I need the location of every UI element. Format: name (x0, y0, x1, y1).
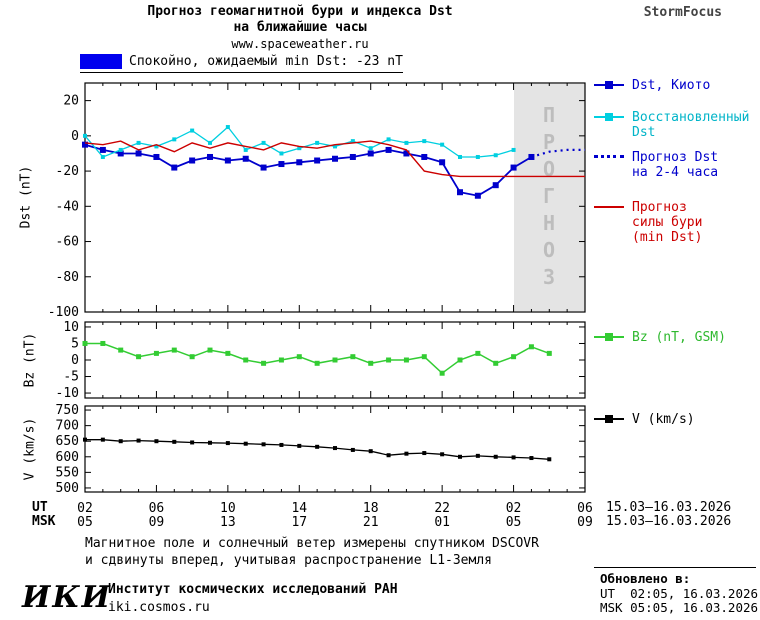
svg-text:-60: -60 (56, 235, 79, 250)
legend-dst-kyoto: Dst, Киото (594, 78, 710, 93)
date-range-msk: 15.03–16.03.2026 (606, 514, 732, 529)
v-axis-label: V (km/s) (22, 417, 38, 481)
legend-forecast-dst: Прогноз Dst на 2-4 часа (594, 150, 718, 180)
page-title-line2: на ближайшие часы (233, 20, 367, 35)
svg-text:10: 10 (220, 501, 236, 516)
svg-text:22: 22 (434, 501, 450, 516)
svg-text:10: 10 (63, 320, 79, 335)
svg-text:09: 09 (577, 515, 593, 530)
bz-chart-panel: 105 0 -5-10 (56, 320, 586, 401)
svg-text:18: 18 (363, 501, 379, 516)
dst-axis-label: Dst (nT) (18, 165, 34, 229)
svg-text:21: 21 (363, 515, 379, 530)
svg-text:550: 550 (56, 465, 79, 480)
svg-text:17: 17 (291, 515, 307, 530)
svg-text:-80: -80 (56, 270, 79, 285)
caption-line1: Магнитное поле и солнечный ветер измерен… (85, 536, 539, 551)
legend-dst-kyoto-label: Dst, Киото (632, 78, 711, 93)
caption-line2: и сдвинуты вперед, учитывая распростране… (85, 553, 492, 568)
svg-text:14: 14 (291, 501, 307, 516)
forecast-band-label: П Р О Г Н О З (542, 103, 557, 289)
series-0 (84, 143, 532, 197)
svg-text:600: 600 (56, 450, 79, 465)
series-3 (84, 140, 585, 178)
series-2 (531, 148, 585, 159)
legend-storm-forecast-label: Прогноз силы бури (min Dst) (632, 200, 703, 245)
svg-text:500: 500 (56, 481, 79, 496)
legend-bz: Bz (nT, GSM) (594, 330, 726, 345)
svg-text:5: 5 (71, 336, 79, 351)
svg-text:0: 0 (71, 129, 79, 144)
dst-chart-panel: 20 0 -20 -40 -60 -80 -100 (48, 82, 586, 320)
msk-row-header: MSK (32, 514, 56, 529)
svg-text:06: 06 (577, 501, 593, 516)
svg-text:-10: -10 (56, 386, 79, 401)
storm-forecast-swatch-icon (594, 200, 624, 214)
svg-text:-100: -100 (48, 305, 79, 320)
svg-text:-20: -20 (56, 164, 79, 179)
ut-row-header: UT (32, 500, 48, 515)
brand-label: StormFocus (643, 5, 722, 20)
svg-text:05: 05 (506, 515, 522, 530)
forecast-dst-swatch-icon (594, 150, 624, 164)
updated-label: Обновлено в: (600, 571, 691, 586)
updated-divider (594, 567, 756, 568)
svg-text:13: 13 (220, 515, 236, 530)
svg-text:02: 02 (77, 501, 93, 516)
v-swatch-icon (594, 412, 624, 426)
legend-restored-dst: Восстановленный Dst (594, 110, 749, 140)
restored-dst-swatch-icon (594, 110, 624, 124)
svg-text:05: 05 (77, 515, 93, 530)
legend-restored-dst-label: Восстановленный Dst (632, 110, 750, 140)
svg-text:-40: -40 (56, 199, 79, 214)
svg-text:06: 06 (149, 501, 165, 516)
updated-ut-time: UT 02:05, 16.03.2026 (600, 586, 759, 601)
svg-text:0: 0 (71, 353, 79, 368)
quiet-status-legend: Спокойно, ожидаемый min Dst: -23 nT (80, 54, 403, 73)
title-block: Прогноз геомагнитной бури и индекса Dst … (50, 4, 550, 52)
bz-axis-label: Bz (nT) (22, 332, 38, 388)
org-site-url: iki.cosmos.ru (108, 600, 210, 615)
svg-text:02: 02 (506, 501, 522, 516)
legend-forecast-dst-label: Прогноз Dst на 2-4 часа (632, 150, 719, 180)
org-name: Институт космических исследований РАН (108, 582, 398, 597)
svg-text:700: 700 (56, 419, 79, 434)
series-1 (84, 126, 514, 158)
updated-msk-time: MSK 05:05, 16.03.2026 (600, 600, 759, 615)
svg-text:20: 20 (63, 94, 79, 109)
page-title-line1: Прогноз геомагнитной бури и индекса Dst (147, 4, 453, 19)
bz-swatch-icon (594, 330, 624, 344)
dst-kyoto-swatch-icon (594, 78, 624, 92)
legend-bz-label: Bz (nT, GSM) (632, 330, 726, 345)
quiet-status-label: Спокойно, ожидаемый min Dst: -23 nT (129, 54, 403, 69)
date-range-ut: 15.03–16.03.2026 (606, 500, 732, 515)
forecast-band (514, 84, 585, 311)
svg-text:09: 09 (149, 515, 165, 530)
series-0 (85, 342, 550, 375)
svg-text:-5: -5 (63, 370, 79, 385)
legend-storm-forecast: Прогноз силы бури (min Dst) (594, 200, 702, 245)
svg-text:650: 650 (56, 434, 79, 449)
svg-text:01: 01 (434, 515, 450, 530)
site-url: www.spaceweather.ru (231, 37, 369, 51)
iki-logo: ИКИ (22, 580, 112, 615)
svg-text:750: 750 (56, 403, 79, 418)
quiet-level-swatch (80, 54, 122, 69)
legend-v: V (km/s) (594, 412, 695, 427)
legend-v-label: V (km/s) (632, 412, 695, 427)
